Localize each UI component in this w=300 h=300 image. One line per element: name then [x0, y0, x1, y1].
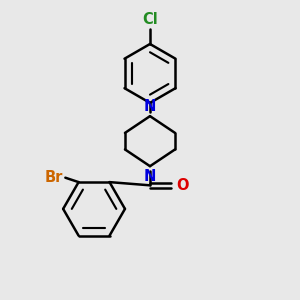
Text: O: O [176, 178, 188, 193]
Text: Cl: Cl [142, 12, 158, 27]
Text: N: N [144, 169, 156, 184]
Text: N: N [144, 99, 156, 114]
Text: Br: Br [45, 170, 63, 185]
